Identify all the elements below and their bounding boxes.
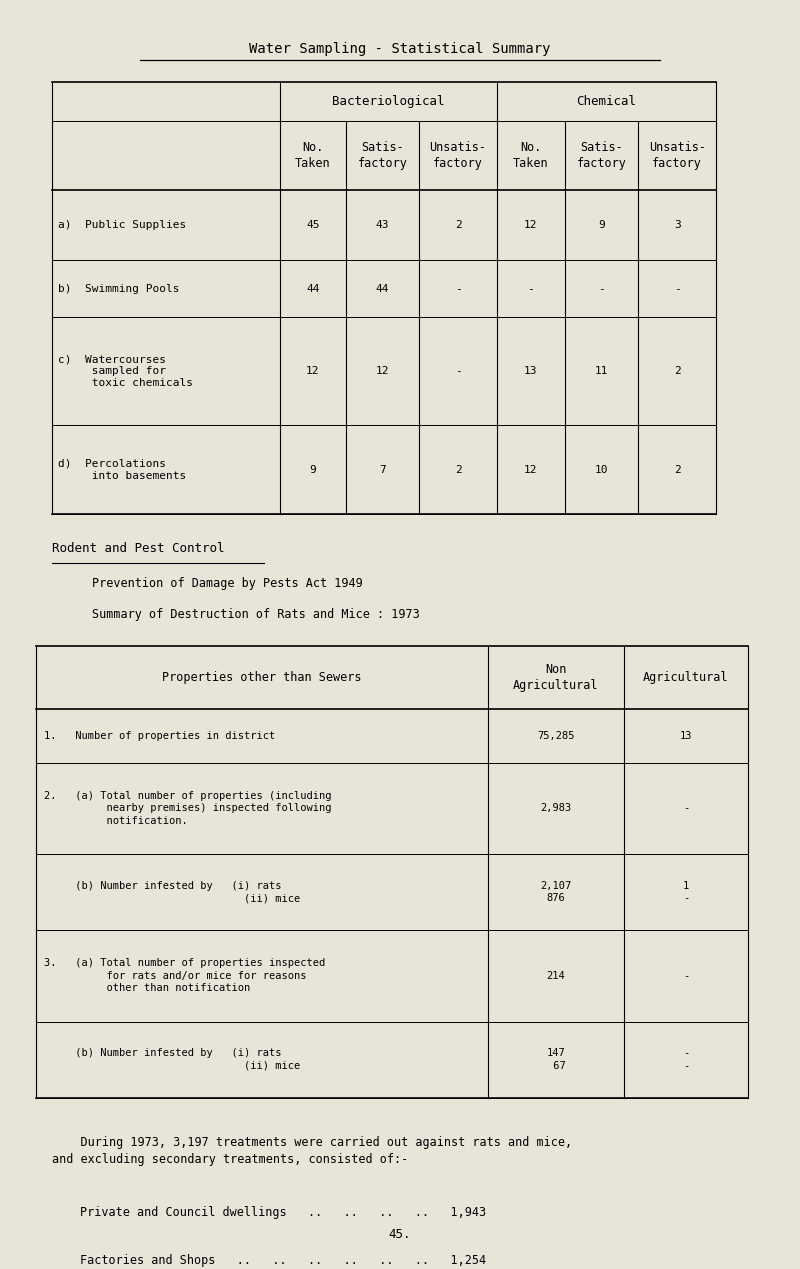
Text: Unsatis-
factory: Unsatis- factory [649, 141, 706, 170]
Text: 2: 2 [674, 367, 681, 376]
Text: 1
-: 1 - [683, 881, 689, 904]
Text: 9: 9 [598, 221, 605, 230]
Text: 9: 9 [310, 464, 316, 475]
Text: 214: 214 [546, 971, 566, 981]
Text: 43: 43 [376, 221, 389, 230]
Text: Chemical: Chemical [576, 95, 637, 108]
Text: -: - [527, 284, 534, 293]
Text: Satis-
factory: Satis- factory [577, 141, 626, 170]
Text: During 1973, 3,197 treatments were carried out against rats and mice,
and exclud: During 1973, 3,197 treatments were carri… [52, 1136, 572, 1166]
Text: 11: 11 [595, 367, 608, 376]
Text: Summary of Destruction of Rats and Mice : 1973: Summary of Destruction of Rats and Mice … [92, 608, 420, 621]
Text: Bacteriological: Bacteriological [332, 95, 445, 108]
Text: 12: 12 [524, 464, 538, 475]
Text: 2.   (a) Total number of properties (including
          nearby premises) inspec: 2. (a) Total number of properties (inclu… [44, 791, 331, 826]
Text: -: - [683, 971, 689, 981]
Text: -: - [674, 284, 681, 293]
Text: 12: 12 [524, 221, 538, 230]
Text: 45.: 45. [389, 1228, 411, 1241]
Text: Private and Council dwellings   ..   ..   ..   ..   1,943: Private and Council dwellings .. .. .. .… [80, 1206, 486, 1218]
Text: Prevention of Damage by Pests Act 1949: Prevention of Damage by Pests Act 1949 [92, 577, 362, 590]
Text: 12: 12 [306, 367, 319, 376]
Text: -: - [683, 803, 689, 813]
Text: 2: 2 [674, 464, 681, 475]
Text: 147
 67: 147 67 [546, 1048, 566, 1071]
Text: Factories and Shops   ..   ..   ..   ..   ..   ..   1,254: Factories and Shops .. .. .. .. .. .. 1,… [80, 1254, 486, 1266]
Text: Rodent and Pest Control: Rodent and Pest Control [52, 542, 225, 555]
Text: 44: 44 [376, 284, 389, 293]
Text: Non
Agricultural: Non Agricultural [514, 664, 598, 692]
Text: 3.   (a) Total number of properties inspected
          for rats and/or mice for: 3. (a) Total number of properties inspec… [44, 958, 326, 994]
Text: Unsatis-
factory: Unsatis- factory [430, 141, 486, 170]
Text: 3: 3 [674, 221, 681, 230]
Text: a)  Public Supplies: a) Public Supplies [58, 221, 186, 230]
Text: 10: 10 [595, 464, 608, 475]
Text: No.
Taken: No. Taken [513, 141, 549, 170]
Text: -
-: - - [683, 1048, 689, 1071]
Text: 2: 2 [454, 221, 462, 230]
Text: 1.   Number of properties in district: 1. Number of properties in district [44, 731, 275, 741]
Text: 13: 13 [680, 731, 692, 741]
Text: 13: 13 [524, 367, 538, 376]
Text: 2,107
876: 2,107 876 [540, 881, 572, 904]
Text: (b) Number infested by   (i) rats
                                (ii) mice: (b) Number infested by (i) rats (ii) mic… [44, 881, 300, 904]
Text: d)  Percolations
     into basements: d) Percolations into basements [58, 458, 186, 481]
Text: -: - [454, 284, 462, 293]
Text: 12: 12 [376, 367, 389, 376]
Text: b)  Swimming Pools: b) Swimming Pools [58, 284, 180, 293]
Text: 2,983: 2,983 [540, 803, 572, 813]
Text: (b) Number infested by   (i) rats
                                (ii) mice: (b) Number infested by (i) rats (ii) mic… [44, 1048, 300, 1071]
Text: Properties other than Sewers: Properties other than Sewers [162, 671, 362, 684]
Text: -: - [454, 367, 462, 376]
Text: 44: 44 [306, 284, 319, 293]
Text: 45: 45 [306, 221, 319, 230]
Text: 2: 2 [454, 464, 462, 475]
Text: 75,285: 75,285 [538, 731, 574, 741]
Text: Agricultural: Agricultural [643, 671, 729, 684]
Text: No.
Taken: No. Taken [295, 141, 330, 170]
Text: -: - [598, 284, 605, 293]
Text: 7: 7 [379, 464, 386, 475]
Text: Satis-
factory: Satis- factory [358, 141, 407, 170]
Text: c)  Watercourses
     sampled for
     toxic chemicals: c) Watercourses sampled for toxic chemic… [58, 354, 194, 388]
Text: Water Sampling - Statistical Summary: Water Sampling - Statistical Summary [250, 42, 550, 56]
